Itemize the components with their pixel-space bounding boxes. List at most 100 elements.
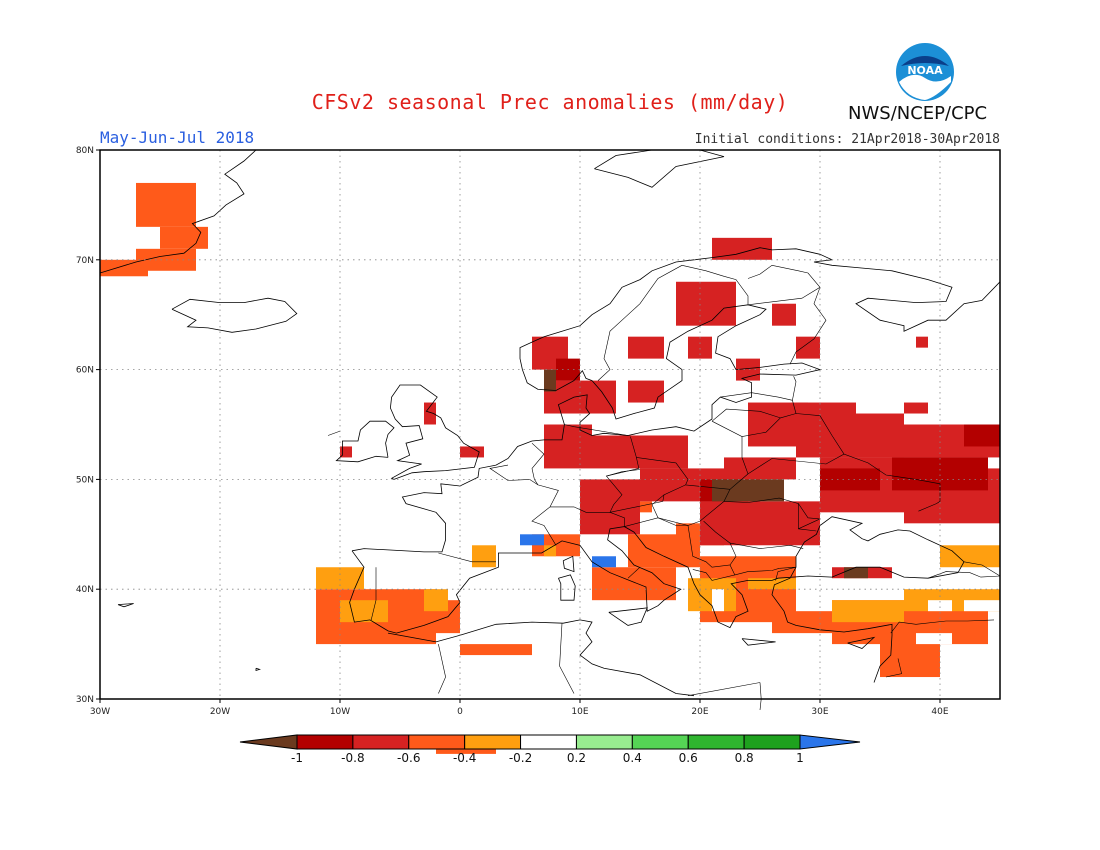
coastline — [351, 247, 1001, 553]
lat-tick-label: 60N — [76, 366, 94, 376]
anomaly-cell — [916, 336, 928, 348]
coastline — [255, 667, 261, 672]
map-title: CFSv2 seasonal Prec anomalies (mm/day) — [311, 90, 789, 114]
lat-tick-label: 30N — [76, 695, 94, 705]
country-border — [597, 265, 683, 381]
coastline — [562, 555, 575, 573]
coastline — [847, 636, 876, 649]
anomaly-cell — [160, 226, 208, 249]
anomaly-cell — [100, 259, 148, 277]
anomaly-cell — [700, 501, 820, 546]
country-border — [627, 566, 641, 579]
anomaly-cell — [460, 644, 532, 656]
country-border — [531, 506, 625, 546]
country-border — [681, 265, 749, 305]
anomaly-cell — [940, 545, 1000, 568]
noaa-logo-text: NOAA — [907, 64, 943, 77]
coastline — [99, 149, 257, 274]
map-gridlines — [100, 150, 1000, 699]
coastline — [387, 619, 695, 697]
lat-tick-label: 70N — [76, 256, 94, 266]
colorbar-label: 0.8 — [734, 751, 754, 765]
lon-tick-label: 10W — [330, 707, 350, 717]
country-border — [606, 469, 641, 477]
anomaly-cell — [544, 369, 556, 392]
colorbar-label: 1 — [796, 751, 804, 765]
country-border — [759, 682, 762, 711]
lon-tick-label: 10E — [571, 707, 588, 717]
noaa-logo-icon: NOAA — [896, 43, 954, 101]
country-border — [775, 566, 797, 581]
lat-tick-label: 50N — [76, 475, 94, 485]
anomaly-cell — [340, 600, 388, 623]
lon-tick-label: 20E — [691, 707, 708, 717]
coastline — [117, 603, 134, 608]
country-border — [531, 442, 545, 486]
colorbar-segment — [743, 734, 801, 750]
anomaly-cell — [580, 479, 640, 535]
anomaly-cell — [712, 237, 772, 260]
lat-tick-label: 80N — [76, 146, 94, 156]
anomaly-cell — [592, 435, 688, 469]
anomaly-cell — [424, 589, 448, 612]
country-border — [711, 408, 781, 422]
country-border — [890, 619, 995, 634]
country-border — [723, 497, 817, 532]
colorbar-segment — [520, 734, 577, 750]
country-border — [438, 552, 496, 563]
colorbar-label: -0.4 — [452, 751, 477, 765]
country-border — [636, 457, 689, 486]
anomaly-cell — [316, 567, 364, 590]
country-border — [734, 568, 780, 576]
colorbar-segment — [575, 734, 633, 750]
anomaly-cell — [820, 468, 880, 491]
country-border — [720, 392, 797, 414]
lon-tick-label: 30E — [811, 707, 828, 717]
colorbar-label: 0.6 — [678, 751, 698, 765]
axis-ticks: 30W 20W 10W 0 10E 20E 30E 40E 30N 40N 50N 60N 70N 80N — [76, 146, 949, 717]
coastline — [171, 297, 298, 333]
lat-tick-label: 40N — [76, 585, 94, 595]
country-border — [747, 264, 821, 306]
anomaly-cell — [472, 545, 496, 568]
country-border — [789, 287, 827, 365]
country-border — [927, 571, 1001, 579]
anomaly-cell — [592, 556, 616, 568]
anomaly-cell — [628, 380, 664, 403]
coastline — [335, 420, 395, 463]
anomaly-cell — [964, 600, 1000, 612]
colorbar — [239, 734, 861, 750]
country-border — [370, 567, 377, 620]
forecast-period: May-Jun-Jul 2018 — [100, 128, 255, 147]
country-border — [747, 453, 941, 512]
colorbar-segment — [464, 734, 522, 750]
anomaly-layer — [100, 182, 1000, 754]
colorbar-label: 0.4 — [622, 751, 642, 765]
country-border — [792, 376, 797, 401]
country-border — [798, 503, 822, 530]
country-border — [885, 658, 902, 678]
colorbar-label: -0.6 — [397, 751, 421, 765]
anomaly-cell — [544, 424, 592, 469]
anomaly-cell — [844, 567, 868, 579]
lon-tick-label: 30W — [90, 707, 110, 717]
country-border — [489, 464, 559, 508]
colorbar-segment — [352, 734, 410, 750]
anomaly-cell — [880, 622, 940, 678]
anomaly-cell — [748, 402, 808, 447]
map-frame — [99, 149, 1001, 700]
colorbar-segment — [408, 734, 466, 750]
land-outlines — [99, 149, 1001, 711]
colorbar-arrow-high — [799, 734, 861, 750]
country-border — [651, 489, 731, 526]
anomaly-cell — [796, 336, 820, 359]
initial-conditions: Initial conditions: 21Apr2018-30Apr2018 — [694, 132, 1000, 147]
anomaly-cell — [592, 567, 676, 601]
anomaly-cell — [904, 402, 928, 414]
colorbar-label: -0.2 — [508, 751, 533, 765]
colorbar-segment — [687, 734, 745, 750]
anomaly-cell — [676, 281, 736, 326]
anomaly-cell — [772, 303, 796, 326]
anomaly-cell — [928, 600, 952, 612]
anomaly-cell — [712, 589, 724, 612]
